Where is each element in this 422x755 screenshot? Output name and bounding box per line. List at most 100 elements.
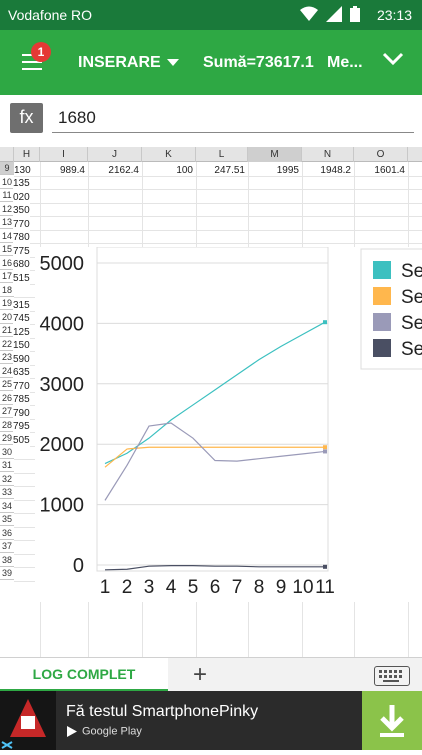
corner-cell[interactable] bbox=[0, 147, 14, 162]
sheet-tab-log-complet[interactable]: LOG COMPLET bbox=[0, 658, 168, 692]
cell-h27[interactable]: 790 bbox=[13, 406, 30, 420]
row-header-27[interactable]: 27 bbox=[0, 406, 14, 418]
row-header-39[interactable]: 39 bbox=[0, 568, 14, 580]
formula-input[interactable] bbox=[52, 103, 414, 133]
row-header-35[interactable]: 35 bbox=[0, 514, 14, 526]
row-divider bbox=[14, 202, 422, 204]
row-header-21[interactable]: 21 bbox=[0, 325, 14, 337]
row-header-22[interactable]: 22 bbox=[0, 338, 14, 351]
ad-banner[interactable]: Fă testul SmartphonePinky Google Play bbox=[0, 691, 422, 750]
cell-h23[interactable]: 590 bbox=[13, 352, 30, 366]
row-header-28[interactable]: 28 bbox=[0, 419, 14, 432]
column-header-m[interactable]: M bbox=[248, 147, 302, 162]
status-icons bbox=[300, 6, 360, 25]
row-header-10[interactable]: 10 bbox=[0, 176, 14, 189]
cell-h19[interactable]: 315 bbox=[13, 298, 30, 312]
row-header-26[interactable]: 26 bbox=[0, 392, 14, 405]
x-tick-label: 11 bbox=[315, 577, 335, 598]
row-header-20[interactable]: 20 bbox=[0, 311, 14, 324]
row-header-13[interactable]: 13 bbox=[0, 217, 14, 229]
cell-h16[interactable]: 680 bbox=[13, 258, 30, 271]
row-header-14[interactable]: 14 bbox=[0, 230, 14, 243]
x-tick-label: 9 bbox=[276, 577, 287, 598]
row-header-9[interactable]: 9 bbox=[0, 162, 14, 175]
plot-area bbox=[96, 246, 329, 572]
row-header-34[interactable]: 34 bbox=[0, 500, 14, 513]
play-store-icon bbox=[67, 726, 77, 737]
row-header-29[interactable]: 29 bbox=[0, 433, 14, 445]
cell-j9[interactable]: 2162.4 bbox=[108, 165, 139, 176]
row-divider bbox=[14, 175, 422, 177]
chart[interactable]: 0 1000 2000 3000 4000 5000 1 2 3 4 5 6 7 8 9 10 11 Se Se Se… bbox=[35, 246, 422, 602]
cell-h14[interactable]: 780 bbox=[13, 231, 30, 244]
cell-h11[interactable]: 020 bbox=[13, 190, 30, 204]
chevron-down-icon[interactable] bbox=[382, 52, 404, 71]
cell-h28[interactable]: 795 bbox=[13, 420, 30, 433]
formula-bar: fx bbox=[0, 95, 422, 147]
mode-label: INSERARE bbox=[78, 54, 161, 71]
cell-h22[interactable]: 150 bbox=[13, 339, 30, 352]
y-tick-label: 4000 bbox=[40, 313, 85, 335]
spreadsheet-grid[interactable]: H I J K L M N O 9 10 11 12 13 14 15 16 17 18 19 20 2… bbox=[0, 147, 422, 657]
column-header-l[interactable]: L bbox=[196, 147, 248, 162]
column-header-o[interactable]: O bbox=[354, 147, 408, 162]
row-header-18[interactable]: 18 bbox=[0, 284, 14, 297]
download-button[interactable] bbox=[362, 691, 422, 750]
fx-button[interactable]: fx bbox=[10, 103, 43, 133]
row-header-19[interactable]: 19 bbox=[0, 298, 14, 310]
row-header-31[interactable]: 31 bbox=[0, 460, 14, 472]
x-tick-label: 10 bbox=[292, 577, 313, 598]
column-header-n[interactable]: N bbox=[302, 147, 354, 162]
sum-indicator[interactable]: Sumă=73617.1 bbox=[203, 54, 314, 71]
cell-h13[interactable]: 770 bbox=[13, 217, 30, 231]
cell-h29[interactable]: 505 bbox=[13, 433, 30, 447]
cell-m9[interactable]: 1995 bbox=[276, 165, 299, 176]
cell-l9[interactable]: 247.51 bbox=[214, 165, 245, 176]
cell-h20[interactable]: 745 bbox=[13, 312, 30, 325]
y-tick-label: 3000 bbox=[40, 374, 85, 396]
add-sheet-button[interactable]: + bbox=[193, 661, 208, 688]
cell-h25[interactable]: 770 bbox=[13, 379, 30, 393]
row-header-32[interactable]: 32 bbox=[0, 473, 14, 486]
row-header-12[interactable]: 12 bbox=[0, 203, 14, 216]
cell-h15[interactable]: 775 bbox=[13, 244, 30, 258]
sheet-tab-bar: LOG COMPLET + bbox=[0, 657, 422, 692]
row-header-24[interactable]: 24 bbox=[0, 365, 14, 378]
x-tick-label: 3 bbox=[144, 577, 155, 598]
cell-k9[interactable]: 100 bbox=[176, 165, 193, 176]
x-tick-label: 7 bbox=[232, 577, 243, 598]
row-header-30[interactable]: 30 bbox=[0, 446, 14, 459]
row-header-36[interactable]: 36 bbox=[0, 527, 14, 540]
cell-h26[interactable]: 785 bbox=[13, 393, 30, 406]
column-header-j[interactable]: J bbox=[88, 147, 142, 162]
cell-i9[interactable]: 989.4 bbox=[59, 165, 85, 176]
cell-h24[interactable]: 635 bbox=[13, 366, 30, 379]
row-header-16[interactable]: 16 bbox=[0, 257, 14, 270]
legend-label: Se bbox=[401, 261, 422, 282]
row-header-23[interactable]: 23 bbox=[0, 352, 14, 364]
row-header-37[interactable]: 37 bbox=[0, 541, 14, 553]
row-header-17[interactable]: 17 bbox=[0, 271, 14, 283]
cell-o9[interactable]: 1601.4 bbox=[374, 165, 405, 176]
caret-down-icon bbox=[166, 59, 179, 67]
cell-h12[interactable]: 350 bbox=[13, 204, 30, 217]
cell-h17[interactable]: 515 bbox=[13, 271, 30, 285]
mode-dropdown[interactable]: INSERARE bbox=[78, 54, 179, 72]
row-header-33[interactable]: 33 bbox=[0, 487, 14, 499]
column-header-h[interactable]: H bbox=[14, 147, 40, 162]
keyboard-icon[interactable] bbox=[374, 666, 410, 686]
legend-label: Se bbox=[401, 313, 422, 334]
more-functions[interactable]: Me... bbox=[327, 54, 363, 71]
cell-n9[interactable]: 1948.2 bbox=[320, 165, 351, 176]
cell-h21[interactable]: 125 bbox=[13, 325, 30, 339]
cell-h10[interactable]: 135 bbox=[13, 177, 30, 190]
row-header-11[interactable]: 11 bbox=[0, 189, 14, 202]
row-header-15[interactable]: 15 bbox=[0, 244, 14, 256]
cell-h9[interactable]: 130 bbox=[14, 165, 31, 176]
column-header-i[interactable]: I bbox=[40, 147, 88, 162]
row-header-38[interactable]: 38 bbox=[0, 554, 14, 567]
battery-icon bbox=[350, 6, 360, 25]
x-tick-label: 5 bbox=[188, 577, 199, 598]
column-header-k[interactable]: K bbox=[142, 147, 196, 162]
row-header-25[interactable]: 25 bbox=[0, 379, 14, 391]
